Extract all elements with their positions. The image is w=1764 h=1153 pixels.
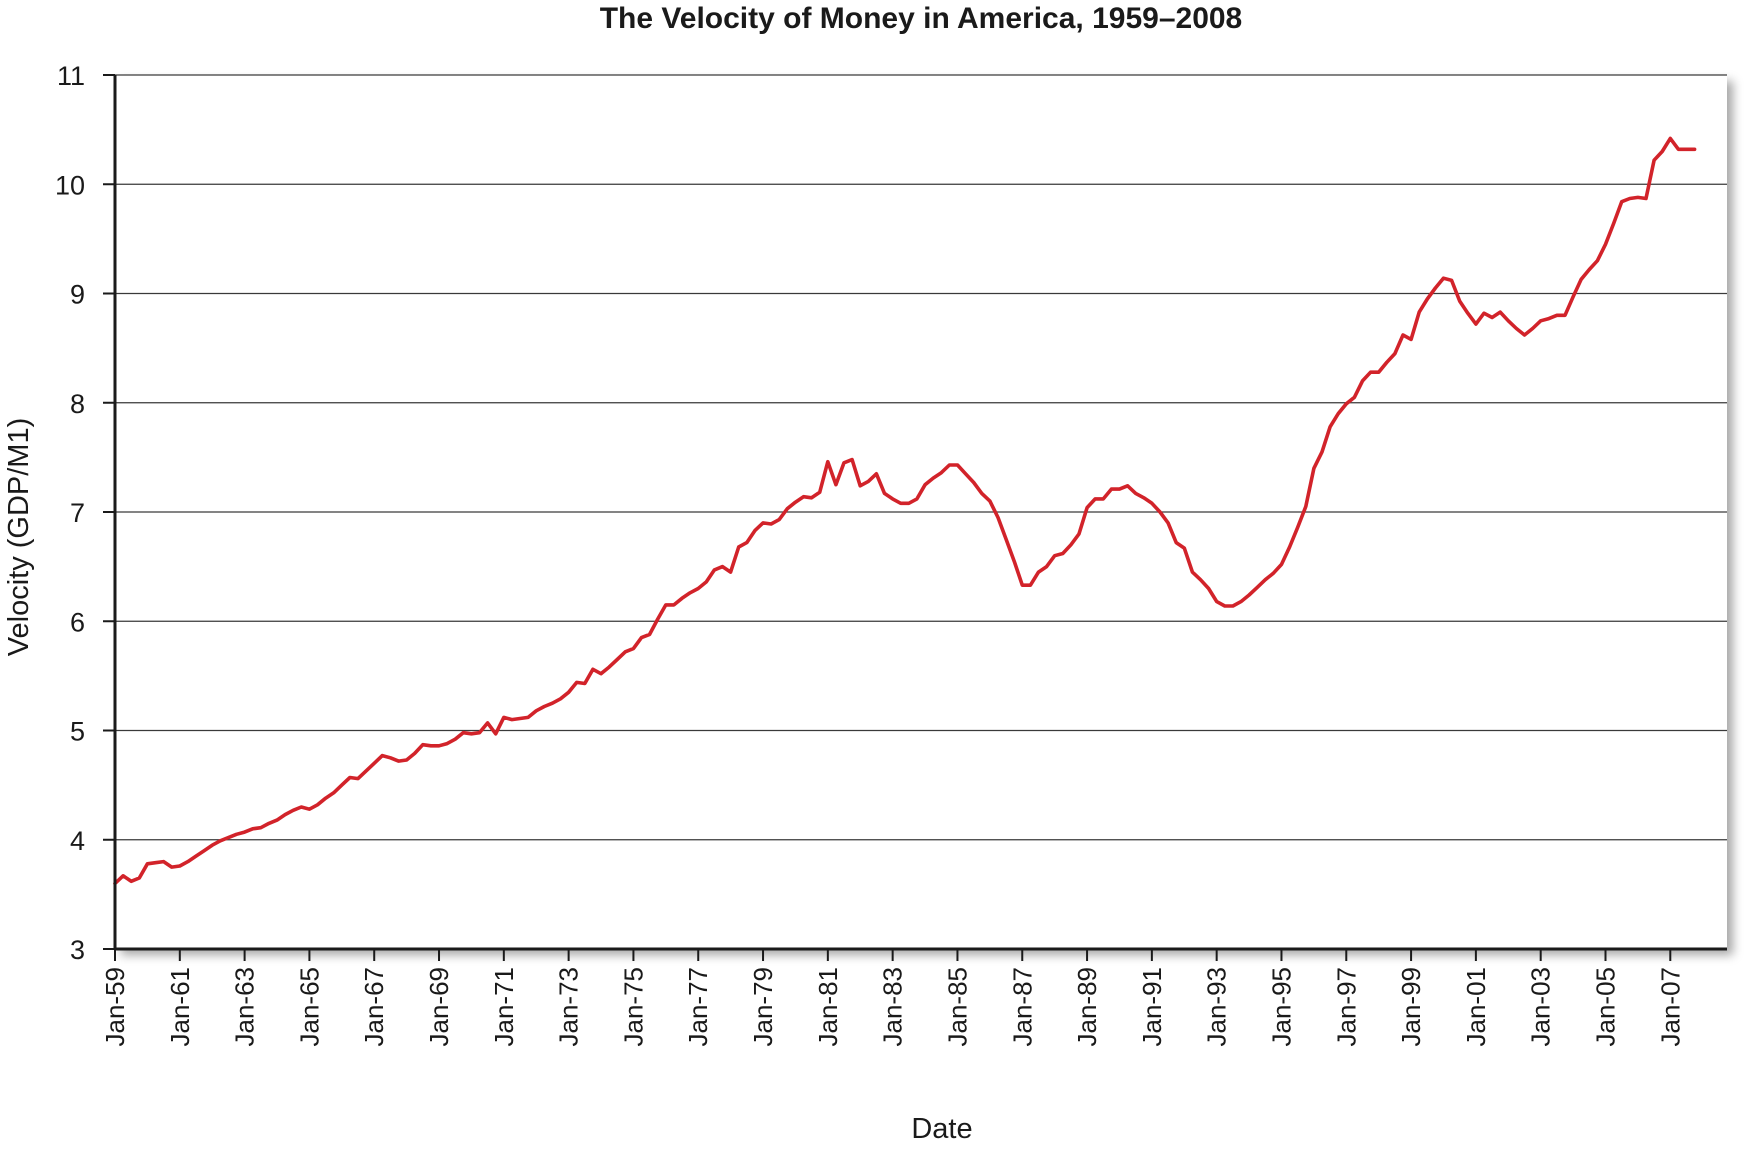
- x-tick-label: Jan-91: [1137, 967, 1167, 1047]
- y-tick-label: 4: [70, 826, 85, 856]
- y-tick-label: 11: [57, 61, 85, 91]
- y-ticks: 3 4 5 6 7 8 9 10 11: [55, 61, 115, 965]
- x-tick-label: Jan-73: [554, 967, 584, 1047]
- chart-title: The Velocity of Money in America, 1959–2…: [600, 2, 1243, 35]
- x-tick-label: Jan-05: [1590, 967, 1620, 1047]
- series-line-velocity: [113, 136, 1697, 886]
- x-tick-label: Jan-67: [359, 967, 389, 1047]
- x-tick-label: Jan-75: [618, 967, 648, 1047]
- x-tick-label: Jan-89: [1072, 967, 1102, 1047]
- y-tick-label: 9: [70, 280, 85, 310]
- x-tick-label: Jan-99: [1396, 967, 1426, 1047]
- x-tick-label: Jan-85: [942, 967, 972, 1047]
- y-tick-label: 5: [70, 717, 85, 747]
- x-tick-label: Jan-03: [1526, 967, 1556, 1047]
- y-tick-label: 8: [70, 389, 85, 419]
- x-tick-label: Jan-65: [294, 967, 324, 1047]
- x-tick-label: Jan-93: [1202, 967, 1232, 1047]
- x-tick-label: Jan-71: [489, 967, 519, 1047]
- y-axis-label: Velocity (GDP/M1): [3, 418, 35, 657]
- x-tick-label: Jan-81: [813, 967, 843, 1047]
- y-tick-label: 7: [70, 498, 85, 528]
- x-tick-label: Jan-69: [424, 967, 454, 1047]
- x-tick-label: Jan-59: [100, 967, 130, 1047]
- series-layer: [113, 136, 1697, 886]
- x-tick-label: Jan-83: [878, 967, 908, 1047]
- x-axis-label: Date: [911, 1113, 972, 1145]
- x-tick-label: Jan-95: [1266, 967, 1296, 1047]
- x-tick-label: Jan-07: [1655, 967, 1685, 1047]
- gridlines: [115, 74, 1727, 841]
- y-tick-label: 6: [70, 607, 85, 637]
- y-tick-label: 10: [55, 170, 85, 200]
- x-tick-label: Jan-79: [748, 967, 778, 1047]
- y-tick-label: 3: [70, 935, 85, 965]
- x-tick-label: Jan-61: [165, 967, 195, 1047]
- x-ticks: Jan-59 Jan-61 Jan-63 Jan-65 Jan-67 Jan-69 Jan-…: [100, 949, 1685, 1047]
- x-tick-label: Jan-77: [683, 967, 713, 1047]
- x-tick-label: Jan-97: [1331, 967, 1361, 1047]
- x-tick-label: Jan-87: [1007, 967, 1037, 1047]
- x-tick-label: Jan-01: [1461, 967, 1491, 1047]
- x-tick-label: Jan-63: [230, 967, 260, 1047]
